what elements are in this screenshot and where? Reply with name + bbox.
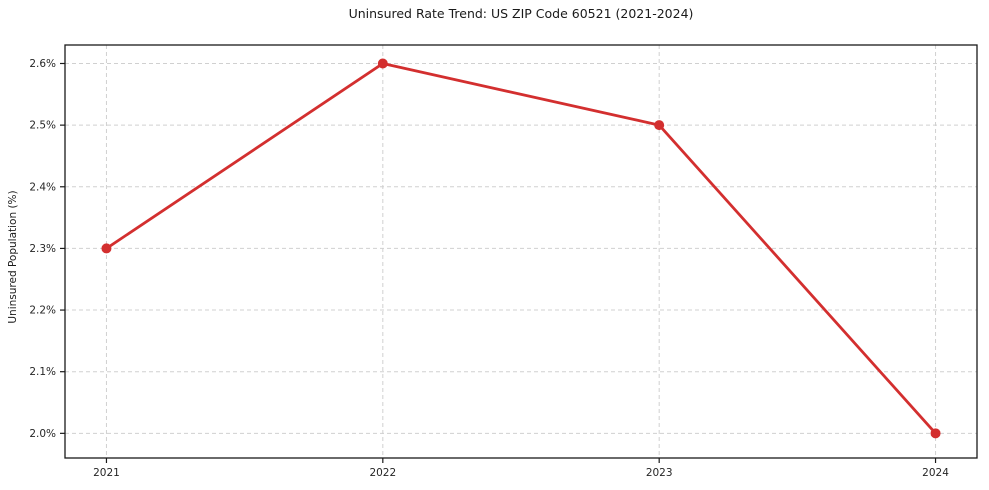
y-tick-label: 2.5% xyxy=(29,120,56,132)
data-point-marker xyxy=(101,243,112,254)
y-axis-label-text: Uninsured Population (%) xyxy=(7,190,19,324)
trend-line xyxy=(105,62,937,435)
x-tick-label: 2024 xyxy=(922,467,949,479)
y-tick-label: 2.6% xyxy=(29,58,56,70)
x-tick-label: 2021 xyxy=(93,467,120,479)
data-point-marker xyxy=(377,58,388,69)
x-tick-label: 2023 xyxy=(646,467,673,479)
axes-spines xyxy=(64,44,978,459)
y-tick-label: 2.2% xyxy=(29,305,56,317)
y-tick-label: 2.0% xyxy=(29,428,56,440)
x-tick-label: 2022 xyxy=(369,467,396,479)
data-point-marker xyxy=(654,120,665,131)
y-tick-label: 2.4% xyxy=(29,181,56,193)
y-tick-label: 2.1% xyxy=(29,366,56,378)
y-tick-label: 2.3% xyxy=(29,243,56,255)
data-point-marker xyxy=(930,428,941,439)
chart-title: Uninsured Rate Trend: US ZIP Code 60521 … xyxy=(348,6,694,21)
